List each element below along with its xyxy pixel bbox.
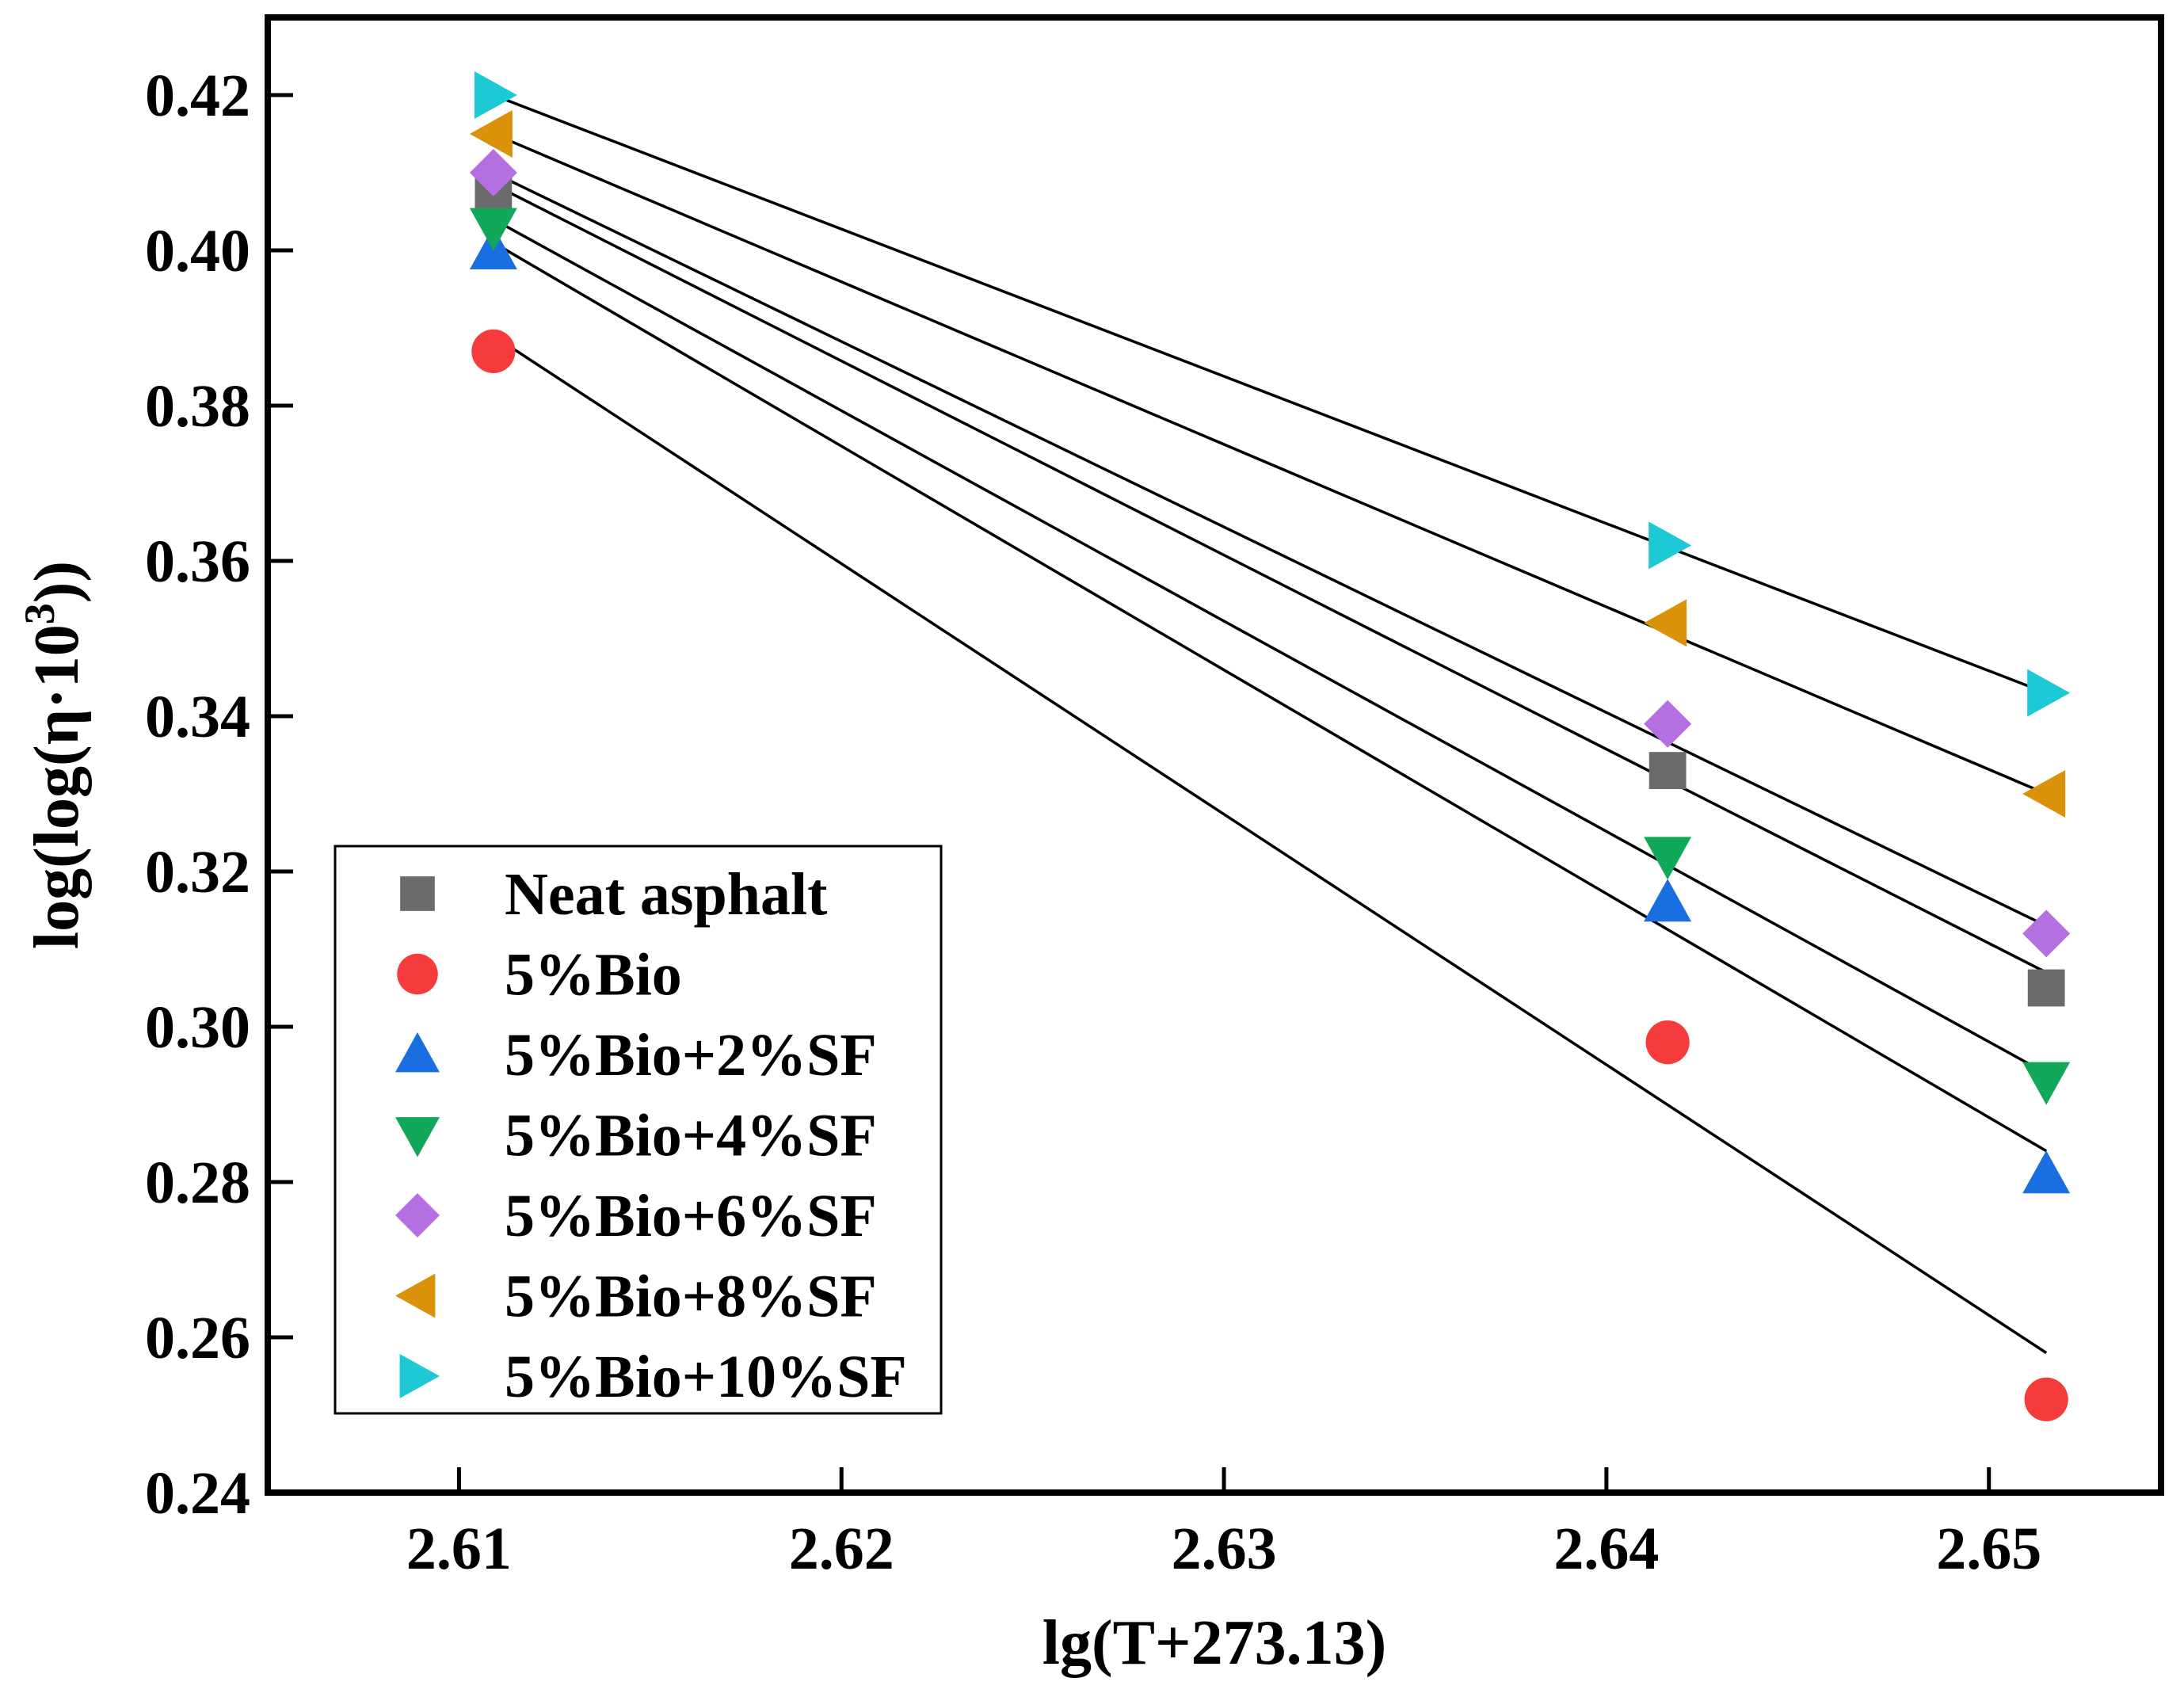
y-tick-label: 0.24: [145, 1460, 250, 1527]
y-tick-label: 0.30: [145, 994, 250, 1061]
point-5pctbio: [471, 329, 516, 373]
fit-line-5pctbio-4pctsf: [493, 218, 2047, 1075]
point-5pctbio-6pctsf: [1644, 700, 1692, 748]
y-tick-label: 0.26: [145, 1305, 250, 1371]
x-tick-label: 2.65: [1936, 1516, 2041, 1582]
point-5pctbio-10pctsf: [2027, 669, 2071, 717]
x-axis-title: lg(T+273.13): [1042, 1608, 1386, 1678]
legend-marker-5pctbio-2pctsf: [395, 1032, 440, 1073]
axis-ticks: 2.61 2.62 2.63 2.64 2.65 0.24 0.26 0.28 0.30 0.32…: [145, 63, 2041, 1582]
y-tick-label: 0.40: [145, 218, 250, 284]
fit-line-5pctbio-8pctsf: [493, 132, 2047, 795]
data-points: [469, 71, 2071, 1421]
point-neat-asphalt: [2027, 969, 2065, 1007]
legend-marker-5pctbio-6pctsf: [395, 1193, 440, 1237]
fit-line-5pctbio: [492, 334, 2048, 1355]
x-tick-label: 2.64: [1553, 1516, 1659, 1582]
legend-label-5pctbio-4pctsf: 5%Bio+4%SF: [505, 1103, 877, 1169]
fit-line-5pctbio-2pctsf: [492, 241, 2048, 1153]
point-5pctbio-8pctsf: [469, 110, 513, 158]
point-5pctbio: [1645, 1020, 1690, 1065]
fit-lines: [492, 93, 2048, 1355]
x-tick-label: 2.61: [406, 1516, 512, 1582]
y-tick-label: 0.38: [145, 373, 250, 440]
point-5pctbio-8pctsf: [2022, 770, 2066, 818]
legend-label-5pctbio-8pctsf: 5%Bio+8%SF: [505, 1264, 877, 1330]
x-tick-label: 2.63: [1172, 1516, 1277, 1582]
fit-line-5pctbio-6pctsf: [493, 171, 2047, 928]
point-5pctbio-6pctsf: [2022, 910, 2071, 958]
legend-marker-5pctbio: [397, 953, 438, 995]
y-tick-label: 0.42: [145, 63, 250, 129]
point-neat-asphalt: [1648, 752, 1687, 789]
legend-marker-5pctbio-10pctsf: [399, 1354, 440, 1398]
y-tick-label: 0.28: [145, 1150, 250, 1216]
point-5pctbio-8pctsf: [1644, 599, 1687, 647]
point-5pctbio-4pctsf: [469, 208, 517, 251]
legend-label-5pctbio: 5%Bio: [505, 942, 682, 1009]
y-tick-label: 0.34: [145, 684, 250, 750]
legend: Neat asphalt 5%Bio 5%Bio+2%SF 5%Bio+4%SF 5%B…: [334, 845, 943, 1415]
point-5pctbio-2pctsf: [1644, 879, 1692, 922]
y-axis-title: log(log(η·103)): [16, 561, 92, 949]
legend-marker-5pctbio-8pctsf: [395, 1273, 436, 1318]
legend-label-neat-asphalt: Neat asphalt: [505, 861, 827, 928]
point-5pctbio-4pctsf: [1644, 837, 1692, 880]
plot-frame: [265, 14, 2164, 1496]
legend-marker-5pctbio-4pctsf: [395, 1117, 440, 1157]
fit-line-neat-asphalt: [493, 183, 2047, 974]
point-5pctbio-2pctsf: [2022, 1150, 2071, 1194]
legend-box: [334, 845, 943, 1415]
y-tick-label: 0.32: [145, 839, 250, 906]
point-5pctbio-10pctsf: [474, 71, 517, 119]
legend-label-5pctbio-10pctsf: 5%Bio+10%SF: [505, 1344, 907, 1410]
legend-label-5pctbio-2pctsf: 5%Bio+2%SF: [505, 1022, 877, 1089]
legend-marker-neat-asphalt: [400, 876, 435, 911]
point-5pctbio-10pctsf: [1648, 521, 1692, 570]
point-5pctbio-4pctsf: [2022, 1062, 2071, 1105]
legend-label-5pctbio-6pctsf: 5%Bio+6%SF: [505, 1183, 877, 1249]
fit-line-5pctbio-10pctsf: [493, 93, 2047, 695]
point-5pctbio-6pctsf: [469, 149, 517, 196]
x-tick-label: 2.62: [789, 1516, 894, 1582]
point-5pctbio: [2024, 1377, 2068, 1421]
y-tick-label: 0.36: [145, 528, 250, 595]
